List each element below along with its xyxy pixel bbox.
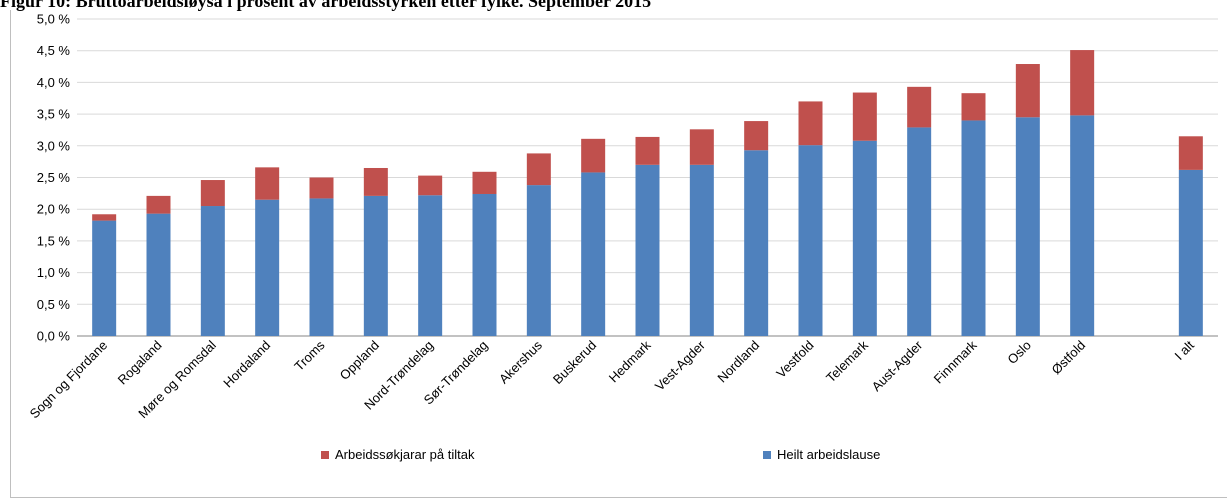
x-tick-label: Troms [291,337,328,374]
bar-heilt-arbeidslause [309,198,334,336]
legend-label: Arbeidssøkjarar på tiltak [335,447,475,462]
bar-heilt-arbeidslause [581,172,606,336]
bar-arbeidssokjarar-tiltak [200,180,225,207]
x-tick-label: Telemark [823,337,871,385]
legend-swatch [763,451,771,459]
bar-arbeidssokjarar-tiltak [852,92,877,141]
y-tick-label: 4,5 % [37,43,71,58]
legend-swatch [321,451,329,459]
bar-arbeidssokjarar-tiltak [1178,136,1203,170]
bar-heilt-arbeidslause [146,213,171,336]
x-tick-label: Vest-Agder [652,337,709,394]
bar-arbeidssokjarar-tiltak [798,101,823,146]
bar-heilt-arbeidslause [418,195,443,336]
bar-arbeidssokjarar-tiltak [146,195,171,214]
bar-heilt-arbeidslause [1178,169,1203,336]
y-tick-label: 2,5 % [37,170,71,185]
bar-heilt-arbeidslause [744,150,769,336]
x-tick-label: Østfold [1049,338,1089,378]
bar-heilt-arbeidslause [92,220,117,336]
y-tick-label: 0,5 % [37,297,71,312]
bar-arbeidssokjarar-tiltak [635,136,660,165]
y-tick-label: 1,0 % [37,265,71,280]
x-tick-label: Finnmark [931,337,980,386]
y-tick-label: 3,0 % [37,138,71,153]
y-tick-label: 5,0 % [37,12,71,27]
bars [92,50,1203,337]
y-tick-label: 1,5 % [37,233,71,248]
bar-heilt-arbeidslause [255,199,280,336]
bar-heilt-arbeidslause [526,185,551,336]
bar-heilt-arbeidslause [961,120,986,336]
x-tick-label: Aust-Agder [869,337,926,394]
bar-arbeidssokjarar-tiltak [255,167,280,200]
bar-arbeidssokjarar-tiltak [907,86,932,128]
bar-heilt-arbeidslause [689,164,714,336]
bar-arbeidssokjarar-tiltak [92,214,117,221]
bar-heilt-arbeidslause [635,164,660,336]
bar-arbeidssokjarar-tiltak [581,138,606,173]
bar-heilt-arbeidslause [1070,115,1095,336]
bar-arbeidssokjarar-tiltak [472,171,497,194]
bar-arbeidssokjarar-tiltak [744,121,769,151]
x-tick-label: Akershus [496,337,545,386]
bar-heilt-arbeidslause [200,206,225,336]
bar-heilt-arbeidslause [798,145,823,336]
bar-arbeidssokjarar-tiltak [1015,64,1040,118]
x-tick-label: Vestfold [773,338,816,381]
bar-arbeidssokjarar-tiltak [961,93,986,121]
x-tick-label: Hordaland [220,338,273,391]
y-tick-label: 4,0 % [37,75,71,90]
bar-arbeidssokjarar-tiltak [363,167,388,196]
y-tick-label: 2,0 % [37,202,71,217]
x-tick-label: I alt [1172,337,1198,363]
bar-heilt-arbeidslause [1015,117,1040,337]
x-tick-label: Oslo [1004,338,1034,368]
bar-arbeidssokjarar-tiltak [526,153,551,186]
x-tick-label: Hedmark [606,337,654,385]
bar-arbeidssokjarar-tiltak [309,177,334,199]
y-tick-label: 3,5 % [37,107,71,122]
bar-heilt-arbeidslause [907,127,932,336]
bar-arbeidssokjarar-tiltak [1070,50,1095,116]
y-axis-ticks: 0,0 % 0,5 % 1,0 % 1,5 % 2,0 % 2,5 % 3,0 % 3,5 %… [37,12,71,344]
chart-title: Figur 10: Bruttoarbeidsløysa i prosent a… [0,0,652,11]
bar-heilt-arbeidslause [472,193,497,336]
legend: Arbeidssøkjarar på tiltak Heilt arbeidsla… [321,447,880,462]
x-tick-label: Nordland [714,338,762,386]
x-tick-label: Buskerud [550,338,599,387]
x-tick-label: Sogn og Fjordane [27,338,111,422]
y-tick-label: 0,0 % [37,329,71,344]
x-tick-label: Oppland [337,338,382,383]
legend-label: Heilt arbeidslause [777,447,880,462]
bar-arbeidssokjarar-tiltak [418,175,443,196]
bar-heilt-arbeidslause [363,195,388,336]
x-tick-label: Rogaland [115,338,165,388]
bar-arbeidssokjarar-tiltak [689,129,714,165]
bar-heilt-arbeidslause [852,140,877,336]
